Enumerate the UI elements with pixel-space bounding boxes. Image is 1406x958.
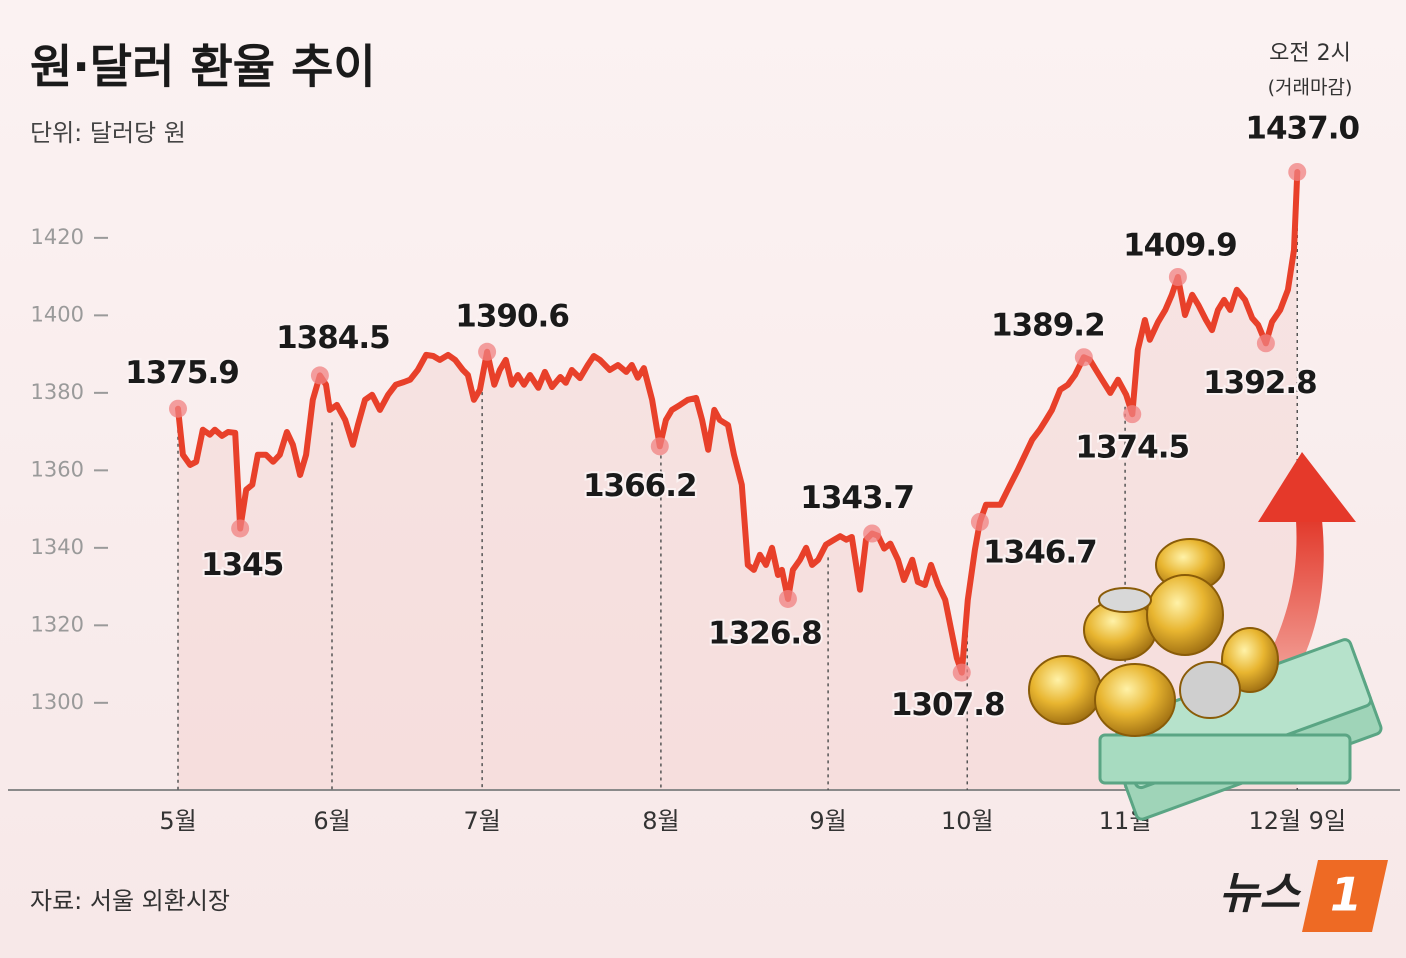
end-note: 오전 2시 <box>1269 41 1351 66</box>
y-tick-label: 1380 <box>31 380 84 404</box>
highlight-point <box>863 524 882 543</box>
y-tick-label: 1320 <box>31 612 84 636</box>
area <box>178 172 1298 790</box>
highlight-point <box>1123 405 1142 424</box>
highlight-point <box>478 342 497 361</box>
line <box>175 169 1301 676</box>
bill-stack <box>1098 733 1352 785</box>
highlight-point <box>952 663 971 682</box>
value-label: 1389.2 <box>991 308 1105 344</box>
y-tick-label: 1340 <box>31 535 84 559</box>
value-label: 1366.2 <box>583 468 697 504</box>
highlight-point <box>650 437 669 456</box>
x-tick-label: 10월 <box>941 807 994 835</box>
value-label: 1375.9 <box>125 355 239 391</box>
arrow-head <box>1258 452 1356 522</box>
logo-text: 뉴스 <box>1219 868 1301 919</box>
source: 자료: 서울 외환시장 <box>30 887 230 915</box>
highlight-point <box>1288 162 1307 181</box>
highlight-point <box>1074 348 1093 367</box>
y-tick-label: 1300 <box>31 690 84 714</box>
value-label: 1374.5 <box>1075 430 1189 466</box>
value-label: 1346.7 <box>983 534 1097 570</box>
value-label: 1409.9 <box>1123 227 1237 263</box>
plot: 1300 1320 1340 1360 1380 1400 1420 5월 6월 7월 8월 9월 10… <box>8 108 1400 835</box>
x-tick-label: 7월 <box>463 807 500 835</box>
value-label: 1392.8 <box>1203 365 1317 401</box>
highlight-point <box>231 519 250 538</box>
logo: 뉴스 1 <box>1219 860 1388 932</box>
highlight-point <box>778 589 797 608</box>
x-tick-label: 12월 9일 <box>1248 807 1346 835</box>
value-label: 1326.8 <box>708 615 822 651</box>
highlight-point <box>1168 267 1187 286</box>
value-label: 1390.6 <box>455 298 569 334</box>
x-tick-label: 6월 <box>313 807 350 835</box>
decoration <box>1028 452 1383 821</box>
y-tick-label: 1420 <box>31 225 84 249</box>
x-tick-label: 9월 <box>809 807 846 835</box>
logo-mark: 1 <box>1330 868 1362 922</box>
x-tick-label: 8월 <box>642 807 679 835</box>
chart-title: 원·달러 환율 추이 <box>30 40 376 94</box>
highlight-point <box>310 366 329 385</box>
value-label: 1307.8 <box>891 687 1005 723</box>
value-label: 1345 <box>201 547 283 583</box>
highlight-point <box>1256 334 1275 353</box>
highlight-point <box>169 399 187 418</box>
logo-badge <box>1302 860 1388 932</box>
highlight-point <box>970 512 989 531</box>
value-label: 1384.5 <box>276 320 390 356</box>
y-tick-label: 1400 <box>31 302 84 326</box>
x-tick-label: 5월 <box>159 807 196 835</box>
coins <box>1028 538 1279 737</box>
value-label: 1343.7 <box>800 480 914 516</box>
value-label: 1437.0 <box>1245 110 1359 146</box>
y-tick-label: 1360 <box>31 457 84 481</box>
arrow-body <box>1250 520 1324 700</box>
end-note: (거래마감) <box>1268 77 1353 99</box>
unit-note: 단위: 달러당 원 <box>30 119 186 147</box>
